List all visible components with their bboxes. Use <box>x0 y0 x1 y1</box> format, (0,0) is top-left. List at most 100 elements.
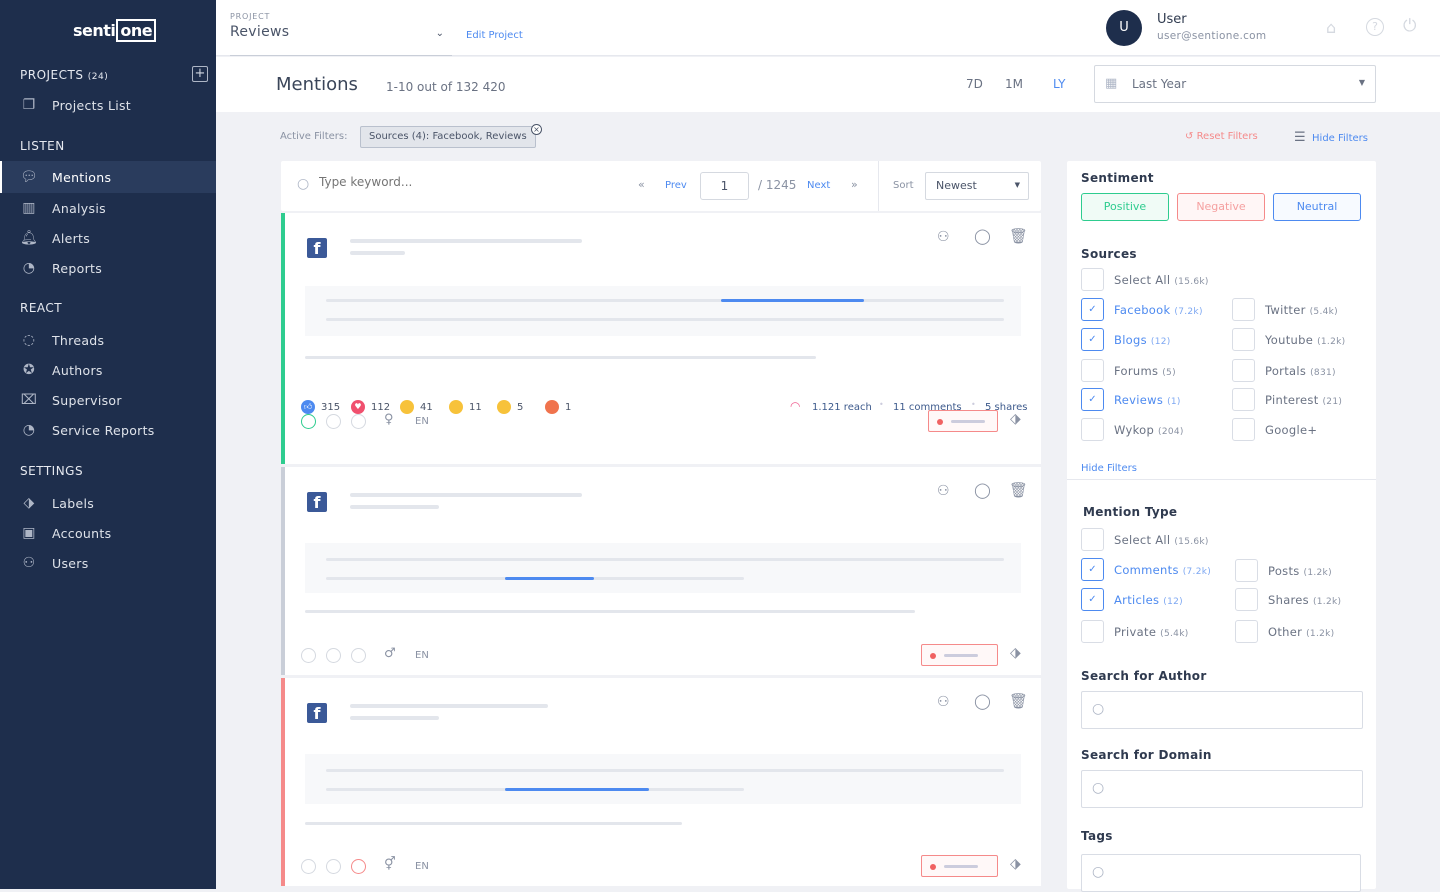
shares-count[interactable]: 5 shares <box>985 402 1028 413</box>
sentiment-negative-icon[interactable] <box>351 648 366 663</box>
checkbox[interactable]: ✓ <box>1081 388 1104 411</box>
source-youtube[interactable]: Youtube (1.2k) <box>1232 328 1345 351</box>
source-google-[interactable]: Google+ <box>1232 418 1317 441</box>
sidebar-item-supervisor[interactable]: ⌧ Supervisor <box>0 384 216 416</box>
keyword-search-input[interactable] <box>319 175 519 189</box>
sentiment-positive-icon[interactable] <box>301 648 316 663</box>
label-chip[interactable] <box>921 855 998 877</box>
sentiment-negative-icon[interactable] <box>351 414 366 429</box>
comment-icon[interactable]: ◯ <box>974 692 991 710</box>
source-twitter[interactable]: Twitter (5.4k) <box>1232 298 1338 321</box>
sidebar-item-accounts[interactable]: ▣ Accounts <box>0 517 216 549</box>
sentiment-negative-button[interactable]: Negative <box>1177 193 1265 221</box>
author-info-icon[interactable]: ⚇ <box>937 229 950 245</box>
sidebar-item-labels[interactable]: ⬗ Labels <box>0 487 216 519</box>
sentiment-neutral-icon[interactable] <box>326 648 341 663</box>
source-blogs[interactable]: ✓ Blogs (12) <box>1081 328 1171 351</box>
source-portals[interactable]: Portals (831) <box>1232 359 1336 382</box>
sentiment-neutral-button[interactable]: Neutral <box>1273 193 1361 221</box>
mention-card[interactable]: f ⚇ ◯ 🗑︎ ⚥ EN ⬗ <box>281 678 1041 886</box>
tag-icon[interactable]: ⬗ <box>1010 411 1021 427</box>
source-pinterest[interactable]: Pinterest (21) <box>1232 388 1342 411</box>
sidebar-item-authors[interactable]: ✪ Authors <box>0 354 216 386</box>
source-select-all[interactable]: Select All (15.6k) <box>1081 268 1209 291</box>
sidebar-item-service-reports[interactable]: ◔ Service Reports <box>0 414 216 446</box>
mention-card[interactable]: f ⚇ ◯ 🗑︎ 👍︎ 315 ♥ 112 41 11 5 1 ◠ 1.121 reach • … <box>281 213 1041 464</box>
source-forums[interactable]: Forums (5) <box>1081 359 1176 382</box>
sidebar-item-users[interactable]: ⚇ Users <box>0 547 216 579</box>
project-select[interactable]: Reviews ⌄ <box>230 24 452 56</box>
first-page-icon[interactable]: « <box>638 178 645 191</box>
sidebar-item-alerts[interactable]: 🔔︎ Alerts <box>0 222 216 254</box>
checkbox[interactable] <box>1232 359 1255 382</box>
checkbox[interactable] <box>1081 528 1104 551</box>
hide-filters-link[interactable]: Hide Filters <box>1081 463 1137 474</box>
sidebar-item-threads[interactable]: ◌ Threads <box>0 324 216 356</box>
delete-icon[interactable]: 🗑︎ <box>1009 692 1029 710</box>
power-icon[interactable]: ⏻ <box>1403 16 1417 36</box>
mention-type-articles[interactable]: ✓ Articles (12) <box>1081 588 1183 611</box>
comment-icon[interactable]: ◯ <box>974 227 991 245</box>
range-1m[interactable]: 1M <box>1005 77 1023 91</box>
next-page-button[interactable]: Next <box>807 180 831 191</box>
sentiment-positive-button[interactable]: Positive <box>1081 193 1169 221</box>
sentione-logo[interactable]: senti one <box>73 19 157 42</box>
date-range-select[interactable]: ▦ Last Year ▼ <box>1094 65 1376 103</box>
checkbox[interactable] <box>1235 559 1258 582</box>
mention-card[interactable]: f ⚇ ◯ 🗑︎ ♂ EN ⬗ <box>281 467 1041 675</box>
mention-type-other[interactable]: Other (1.2k) <box>1235 620 1334 643</box>
mention-type-comments[interactable]: ✓ Comments (7.2k) <box>1081 558 1211 581</box>
prev-page-button[interactable]: Prev <box>665 180 687 191</box>
sidebar-item-analysis[interactable]: ▥ Analysis <box>0 192 216 224</box>
checkbox[interactable]: ✓ <box>1081 558 1104 581</box>
delete-icon[interactable]: 🗑︎ <box>1009 481 1029 499</box>
hide-filters-button[interactable]: ☰ Hide Filters <box>1294 130 1368 145</box>
sidebar-item-projects-list[interactable]: ❐ Projects List <box>0 89 216 121</box>
sentiment-positive-icon[interactable] <box>301 859 316 874</box>
label-chip[interactable] <box>928 410 998 432</box>
mention-type-select-all[interactable]: Select All (15.6k) <box>1081 528 1209 551</box>
last-page-icon[interactable]: » <box>851 178 858 191</box>
reset-filters-button[interactable]: ↺ Reset Filters <box>1185 131 1258 142</box>
tag-icon[interactable]: ⬗ <box>1010 856 1021 872</box>
checkbox[interactable]: ✓ <box>1081 588 1104 611</box>
sidebar-item-reports[interactable]: ◔ Reports <box>0 252 216 284</box>
checkbox[interactable] <box>1232 388 1255 411</box>
help-icon[interactable]: ? <box>1366 18 1384 36</box>
sidebar-item-mentions[interactable]: 💬︎ Mentions <box>0 161 216 193</box>
author-search-input[interactable]: ○ <box>1081 691 1363 729</box>
page-input[interactable]: 1 <box>700 172 749 200</box>
delete-icon[interactable]: 🗑︎ <box>1009 227 1029 245</box>
sentiment-negative-icon[interactable] <box>351 859 366 874</box>
source-facebook[interactable]: ✓ Facebook (7.2k) <box>1081 298 1203 321</box>
checkbox[interactable] <box>1232 328 1255 351</box>
comments-count[interactable]: 11 comments <box>893 402 962 413</box>
checkbox[interactable] <box>1081 268 1104 291</box>
author-info-icon[interactable]: ⚇ <box>937 694 950 710</box>
mention-type-shares[interactable]: Shares (1.2k) <box>1235 588 1341 611</box>
avatar[interactable]: U <box>1106 10 1142 46</box>
sentiment-positive-icon[interactable] <box>301 414 316 429</box>
checkbox[interactable] <box>1081 359 1104 382</box>
domain-search-input[interactable]: ○ <box>1081 770 1363 808</box>
tag-icon[interactable]: ⬗ <box>1010 645 1021 661</box>
range-7d[interactable]: 7D <box>966 77 983 91</box>
checkbox[interactable] <box>1235 620 1258 643</box>
author-info-icon[interactable]: ⚇ <box>937 483 950 499</box>
sort-select[interactable]: Newest ▼ <box>925 172 1029 200</box>
checkbox[interactable]: ✓ <box>1081 328 1104 351</box>
range-ly[interactable]: LY <box>1053 77 1066 91</box>
edit-project-link[interactable]: Edit Project <box>466 30 523 41</box>
add-project-button[interactable]: + <box>192 66 208 82</box>
source-wykop[interactable]: Wykop (204) <box>1081 418 1184 441</box>
sentiment-neutral-icon[interactable] <box>326 859 341 874</box>
filter-chip-sources[interactable]: Sources (4): Facebook, Reviews <box>360 126 536 148</box>
checkbox[interactable]: ✓ <box>1081 298 1104 321</box>
mention-type-posts[interactable]: Posts (1.2k) <box>1235 559 1332 582</box>
inbox-icon[interactable]: ⌂ <box>1326 18 1337 37</box>
tags-input[interactable]: ○ <box>1081 854 1361 892</box>
checkbox[interactable] <box>1232 418 1255 441</box>
checkbox[interactable] <box>1081 620 1104 643</box>
mention-type-private[interactable]: Private (5.4k) <box>1081 620 1189 643</box>
comment-icon[interactable]: ◯ <box>974 481 991 499</box>
